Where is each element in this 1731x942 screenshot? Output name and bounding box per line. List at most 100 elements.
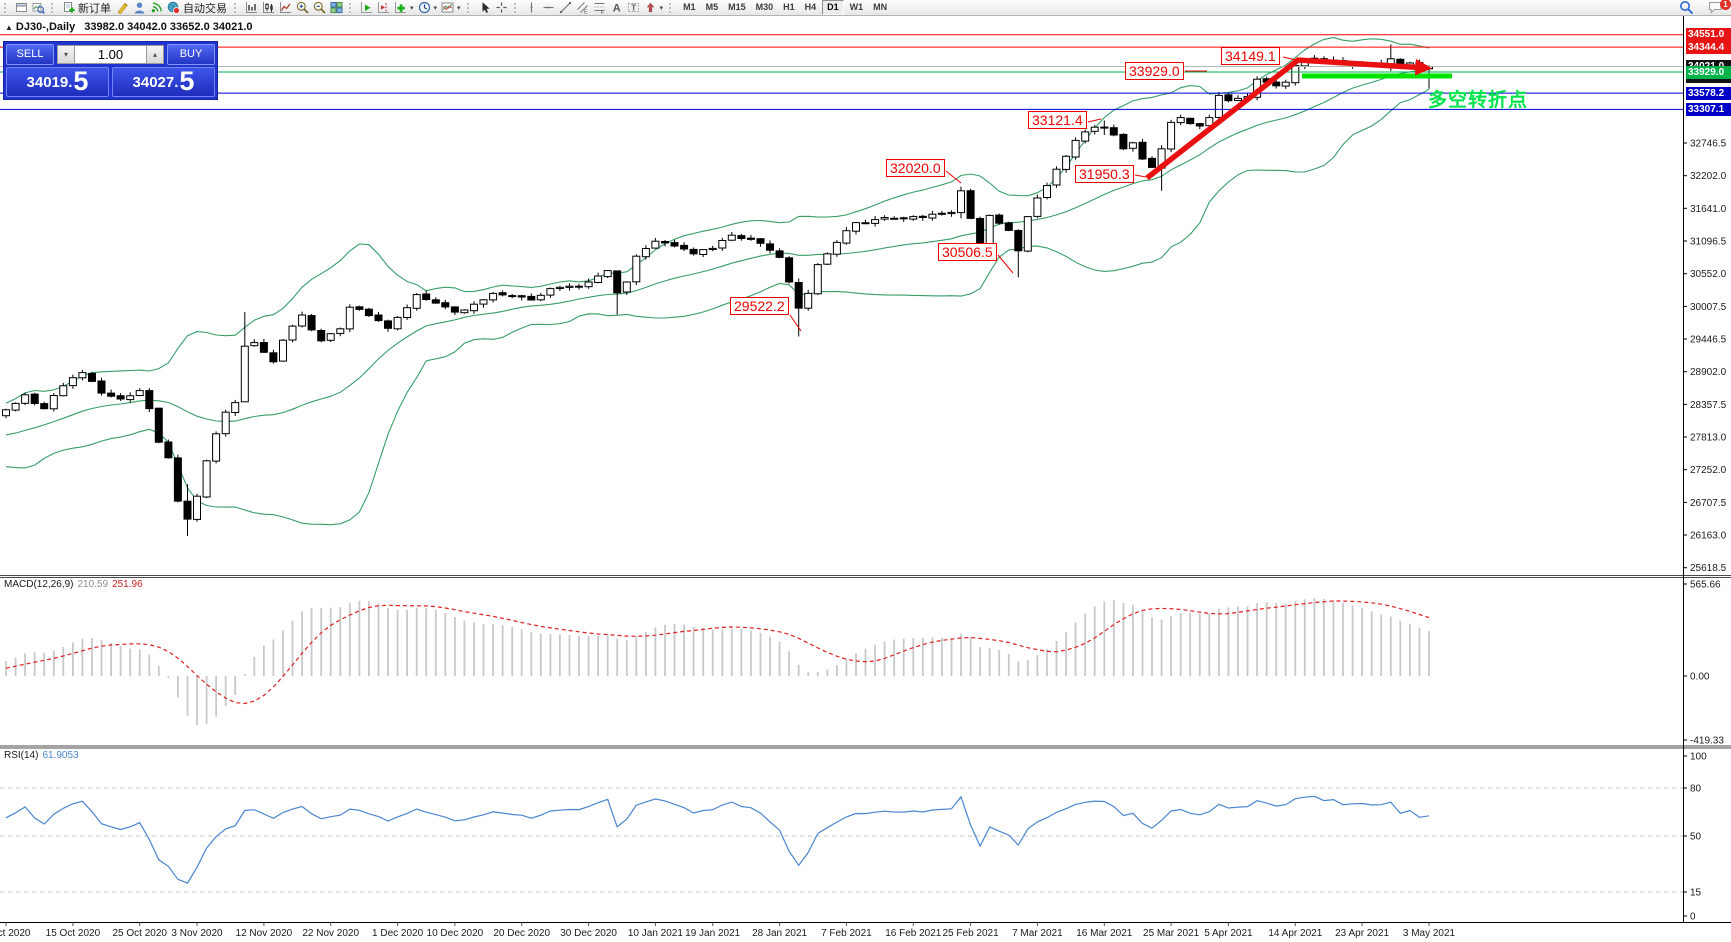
dropdown-arrow-icon[interactable]: ▾ [457,4,461,12]
svg-text:30 Dec 2020: 30 Dec 2020 [560,928,617,939]
price-annotation-33121.4[interactable]: 33121.4 [1028,111,1087,129]
svg-text:28902.0: 28902.0 [1690,367,1727,378]
dropdown-arrow-icon[interactable]: ▾ [659,4,664,12]
periods-icon [418,1,430,14]
chart-canvas[interactable]: 32746.5 32202.0 31641.0 31096.5 30552.0 30007… [0,16,1731,942]
templates-button[interactable]: ▾ [439,1,463,15]
volume-decrease-button[interactable]: ▾ [57,45,75,64]
price-badge-33929.0: 33929.0 [1686,65,1731,79]
dropdown-arrow-icon[interactable]: ▾ [433,4,438,12]
macd-main-value: 210.59 [77,579,109,590]
toolbar-grip [513,2,520,13]
trend-arrow-drawing[interactable] [1145,57,1432,181]
time-axis[interactable]: 5 Oct 2020 15 Oct 2020 25 Oct 2020 3 Nov 20… [0,922,1456,940]
tile-windows-button[interactable] [328,1,345,15]
crosshair-icon [496,2,507,13]
svg-text:29446.5: 29446.5 [1690,335,1727,346]
buy-button[interactable]: BUY [167,44,215,65]
fibonacci-icon: F [594,3,604,14]
price-annotation-34149.1[interactable]: 34149.1 [1221,47,1280,65]
vertical-line-button[interactable] [523,1,540,15]
candle-chart-button[interactable] [260,1,277,15]
timeframe-MN-button[interactable]: MN [873,2,888,12]
volume-increase-button[interactable]: ▴ [146,45,164,64]
text-label-icon: T [627,3,639,13]
price-annotation-29522.2[interactable]: 29522.2 [730,297,789,315]
text-button[interactable]: A [608,1,625,15]
styler-icon [117,3,128,14]
zoom-in-button[interactable] [294,1,311,15]
profile-button[interactable] [131,1,148,15]
styler-button[interactable] [114,1,131,15]
indicators-icon [395,2,406,13]
bar-chart-button[interactable] [243,1,260,15]
price-annotation-32020.0[interactable]: 32020.0 [886,159,945,177]
svg-text:20 Dec 2020: 20 Dec 2020 [493,928,550,939]
price-annotation-31950.3[interactable]: 31950.3 [1075,165,1134,183]
rsi-label: RSI(14) 61.9053 [4,750,79,761]
cursor-button[interactable] [476,1,493,15]
panel-separators[interactable] [0,575,1731,923]
channel-button[interactable]: E [574,1,591,15]
bollinger-bands [5,37,1430,526]
arrows-button[interactable]: ▾ [642,1,666,15]
buy-price-button[interactable]: 34027. 5 [112,67,215,97]
turning-point-note[interactable]: 多空转折点 [1428,90,1529,111]
text-label-button[interactable]: T [625,1,642,15]
zoom-out-button[interactable] [311,1,328,15]
chart-preview-icon [32,3,45,14]
macd-signal-line [5,600,1430,705]
search-button[interactable] [1677,1,1696,15]
fibonacci-button[interactable]: F [591,1,608,15]
price-annotation-30506.5[interactable]: 30506.5 [938,243,997,261]
zoom-out-icon [313,1,326,14]
signals-button[interactable] [148,1,165,15]
price-badge-33307.1: 33307.1 [1686,102,1731,116]
timeframe-D1-button[interactable]: D1 [822,0,844,15]
timeframe-M1-button[interactable]: M1 [683,2,696,12]
toolbar: 新订单 自动交易 ▾ ▾ ▾ E F A T ▾ M1 M5 M15 M30 H1 H4 D1 W1 MN 1 [0,0,1731,16]
volume-input[interactable]: 1.00 [75,45,146,64]
timeframe-M30-button[interactable]: M30 [755,2,774,12]
line-chart-icon [280,2,291,13]
new-order-button[interactable]: 新订单 [60,1,114,15]
new-order-icon [64,2,75,13]
timeframe-M15-button[interactable]: M15 [728,2,746,12]
chart-shift-button[interactable] [375,1,392,15]
trend-line-button[interactable] [557,1,574,15]
timeframe-H1-button[interactable]: H1 [783,2,795,12]
autotrade-button[interactable]: 自动交易 [165,1,230,15]
new-window-button[interactable] [13,1,30,15]
horizontal-line-button[interactable] [540,1,557,15]
horizontal-level-lines[interactable] [0,34,1683,110]
toolbar-grip [669,2,675,13]
candlesticks [2,44,1433,536]
timeframe-M5-button[interactable]: M5 [705,2,719,12]
price-axis-ticks[interactable]: 32746.5 32202.0 31641.0 31096.5 30552.0 30007… [1683,139,1727,923]
templates-icon [441,2,454,13]
periods-button[interactable]: ▾ [416,1,440,15]
arrows-icon [646,2,654,13]
auto-scroll-button[interactable] [358,1,375,15]
indicators-button[interactable]: ▾ [392,1,416,15]
sell-button[interactable]: SELL [6,44,54,65]
chart-area[interactable]: 32746.5 32202.0 31641.0 31096.5 30552.0 30007… [0,16,1731,942]
text-icon: A [612,3,620,14]
ohlc-values: 33982.0 34042.0 33652.0 34021.0 [84,21,253,33]
new-window-icon [16,3,27,12]
chat-button[interactable]: 1 [1706,0,1731,15]
line-chart-button[interactable] [277,1,294,15]
svg-text:100: 100 [1690,752,1707,763]
timeframe-W1-button[interactable]: W1 [849,2,864,12]
zoom-in-icon [296,1,309,14]
price-annotation-33929.0[interactable]: 33929.0 [1125,62,1184,80]
svg-text:30007.5: 30007.5 [1690,302,1727,313]
new-order-label: 新订单 [78,2,111,15]
crosshair-button[interactable] [493,1,510,15]
timeframe-H4-button[interactable]: H4 [804,2,817,12]
sell-price-button[interactable]: 34019. 5 [6,67,109,97]
svg-text:7 Mar 2021: 7 Mar 2021 [1012,928,1063,939]
chart-preview-button[interactable] [30,1,47,15]
collapse-triangle-icon[interactable]: ▲ [5,23,13,32]
dropdown-arrow-icon[interactable]: ▾ [410,4,414,12]
